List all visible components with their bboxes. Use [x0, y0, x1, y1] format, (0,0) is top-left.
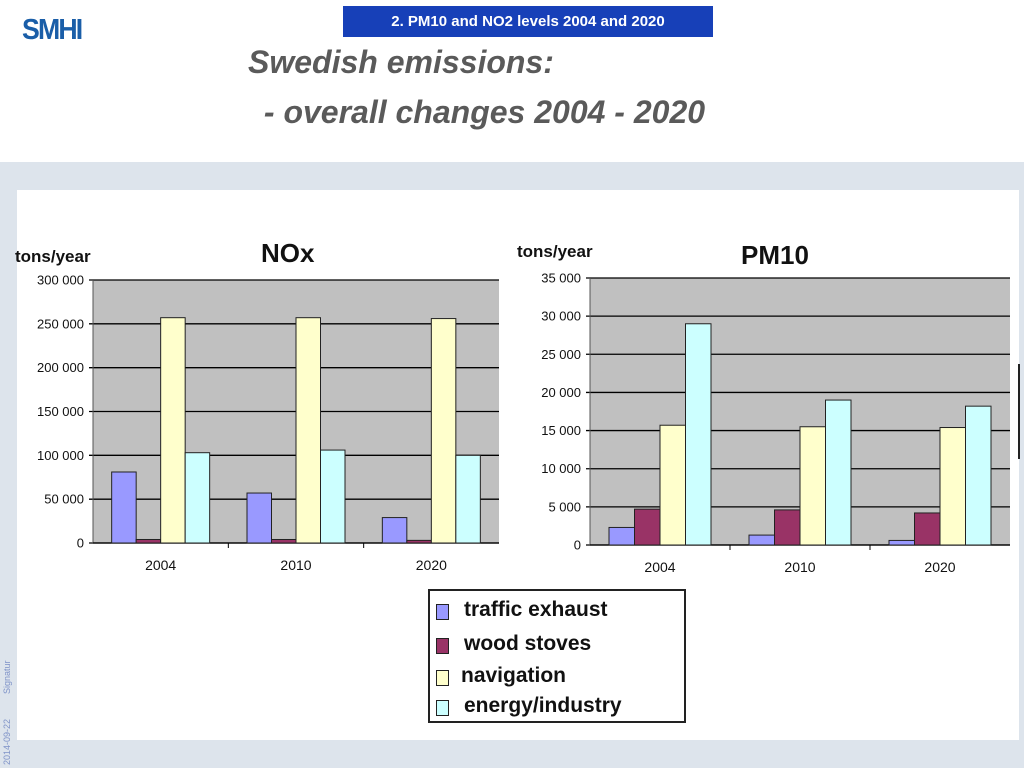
legend-swatch-energy-industry — [436, 700, 449, 716]
pm10-xtick-label: 2004 — [644, 559, 675, 575]
legend-swatch-wood-stoves — [436, 638, 449, 654]
nox-bar-wood-stoves-2004 — [135, 538, 162, 544]
pm10-xtick-label: 2020 — [924, 559, 955, 575]
nox-chart: 0 50 000 100 000 150 000 200 000 250 000 300 0… — [37, 273, 499, 573]
pm10-bar-wood-stoves-2020 — [914, 512, 941, 546]
legend-swatch-navigation — [436, 670, 449, 686]
pm10-bar-wood-stoves-2010 — [774, 509, 801, 546]
pm10-bar-traffic-exhaust-2004 — [608, 526, 635, 546]
nox-xtick-label: 2004 — [145, 557, 176, 573]
pm10-ytick-label: 35 000 — [541, 271, 581, 286]
edge-divider — [1018, 364, 1020, 459]
nox-ytick-label: 0 — [77, 536, 84, 551]
nox-ytick-label: 200 000 — [37, 360, 84, 375]
pm10-ytick-label: 30 000 — [541, 309, 581, 324]
nox-bar-energy-industry-2010 — [320, 449, 346, 544]
footer-signature: Signatur — [2, 660, 12, 694]
legend-label-navigation: navigation — [461, 664, 567, 687]
smhi-logo: SMHI — [22, 14, 83, 46]
legend-label-traffic-exhaust: traffic exhaust — [464, 598, 608, 621]
pm10-bar-energy-industry-2010 — [825, 399, 852, 546]
nox-bar-traffic-exhaust-2020 — [381, 517, 408, 544]
nox-xtick-label: 2010 — [280, 557, 311, 573]
pm10-bar-traffic-exhaust-2010 — [748, 534, 775, 546]
nox-bar-navigation-2020 — [430, 318, 457, 544]
legend-swatch-traffic-exhaust — [436, 604, 449, 620]
legend-label-energy-industry: energy/industry — [464, 694, 622, 717]
pm10-ytick-label: 20 000 — [541, 385, 581, 400]
pm10-bar-navigation-2004 — [659, 424, 686, 546]
nox-bar-traffic-exhaust-2010 — [246, 492, 272, 544]
nox-bar-energy-industry-2004 — [184, 452, 211, 544]
chart-legend: traffic exhaust wood stoves navigation e… — [428, 589, 686, 723]
pm10-bar-traffic-exhaust-2020 — [888, 539, 915, 546]
nox-bar-traffic-exhaust-2004 — [111, 471, 137, 544]
pm10-xtick-label: 2010 — [784, 559, 815, 575]
pm10-ytick-label: 15 000 — [541, 423, 581, 438]
nox-xtick-label: 2020 — [416, 557, 447, 573]
nox-ytick-label: 100 000 — [37, 448, 84, 463]
pm10-ytick-label: 25 000 — [541, 347, 581, 362]
nox-chart-title: NOx — [261, 238, 315, 268]
section-tag: 2. PM10 and NO2 levels 2004 and 2020 — [343, 6, 713, 37]
pm10-bar-navigation-2010 — [799, 426, 826, 546]
nox-bar-wood-stoves-2020 — [406, 539, 432, 544]
pm10-unit-label: tons/year — [517, 242, 593, 261]
pm10-ytick-label: 0 — [574, 538, 581, 553]
pm10-ytick-label: 5 000 — [548, 499, 581, 514]
pm10-chart: 0 5 000 10 000 15 000 20 000 25 000 30 000 35 0… — [541, 271, 1010, 575]
pm10-ytick-label: 10 000 — [541, 461, 581, 476]
nox-bar-wood-stoves-2010 — [271, 538, 297, 544]
pm10-bar-energy-industry-2020 — [965, 405, 992, 546]
legend-label-wood-stoves: wood stoves — [464, 632, 592, 655]
slide-title: Swedish emissions: — [248, 44, 554, 80]
nox-ytick-label: 300 000 — [37, 273, 84, 288]
nox-bar-navigation-2004 — [160, 317, 186, 544]
footer-date: 2014-09-22 — [2, 718, 12, 765]
slide-subtitle: - overall changes 2004 - 2020 — [255, 94, 706, 130]
pm10-bar-energy-industry-2004 — [685, 323, 712, 546]
pm10-bar-wood-stoves-2004 — [634, 508, 661, 546]
nox-ytick-label: 150 000 — [37, 404, 84, 419]
nox-unit-label: tons/year — [15, 247, 91, 266]
nox-ytick-label: 250 000 — [37, 316, 84, 331]
nox-ytick-label: 50 000 — [44, 492, 84, 507]
pm10-chart-title: PM10 — [741, 240, 809, 270]
nox-bar-navigation-2010 — [295, 317, 321, 544]
pm10-bar-navigation-2020 — [939, 427, 966, 546]
nox-bar-energy-industry-2020 — [455, 454, 481, 544]
